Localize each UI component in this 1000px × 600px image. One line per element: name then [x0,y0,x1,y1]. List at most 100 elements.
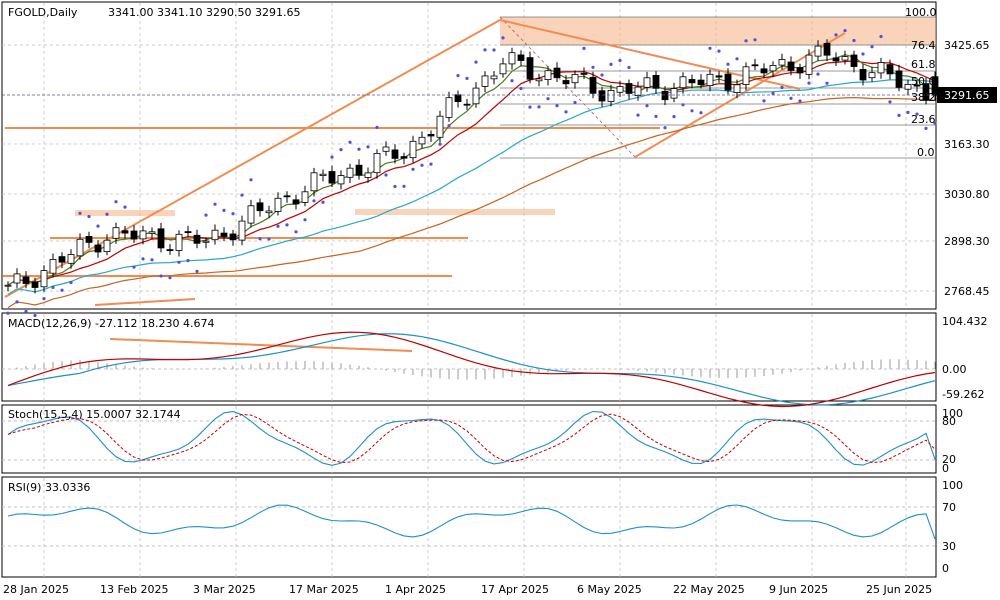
candle-body [481,75,489,87]
sar-dot [771,91,775,95]
sar-dot [807,81,811,85]
fib-label: 38.2 [911,91,936,104]
candle-body [688,79,696,84]
candle-body [454,94,462,103]
candle-body [922,83,930,101]
candle-body [913,84,921,87]
sar-dot [366,145,370,149]
sar-dot [159,274,163,278]
candle-body [472,87,480,105]
stoch-tick: 0 [942,462,949,475]
fib-zone-top [500,17,936,45]
sar-dot [249,178,253,182]
fibonacci-levels [499,16,936,159]
fib-label: 61.8 [911,58,936,71]
candle-body [823,42,831,56]
rsi-label: RSI(9) 33.0336 [8,481,90,494]
candle-body [76,238,84,257]
candle-body [67,254,75,264]
candle-body [130,230,138,240]
trend-line [109,338,413,352]
candle-body [859,69,867,81]
sar-dot [663,126,667,130]
candle-body [184,231,192,234]
sar-dot [213,202,217,206]
candle-body [256,202,264,212]
candle-body [40,270,48,288]
candle-body [742,66,750,85]
sar-dot [375,125,379,129]
sar-dot [438,142,442,146]
sar-dot [321,200,325,204]
candle-body [886,64,894,75]
sar-dot [195,269,199,273]
candle-body [787,61,795,71]
fib-diagonal [499,16,637,159]
rsi-panel [1,476,937,578]
candle-body [382,146,390,152]
sar-dot [915,112,919,116]
candle-body [400,156,408,159]
candle-body [202,240,210,243]
sar-dot [447,124,451,128]
fib-label: 0.0 [917,146,935,159]
macd-tick: -59.262 [942,388,984,401]
sar-dot [114,200,118,204]
candle-body [265,210,273,214]
sar-dot [285,223,289,227]
candle-body [346,167,354,178]
sar-dot [384,173,388,177]
candle-body [427,133,435,137]
candle-body [391,149,399,159]
sar-dot [222,208,226,212]
candle-body [139,230,147,240]
date-label: 3 Mar 2025 [193,583,256,596]
candle-body [535,78,543,82]
sar-dot [573,100,577,105]
candle-body [877,62,885,74]
candle-body [283,195,291,198]
candle-body [616,86,624,93]
sar-dot [501,36,505,40]
sar-dot [699,111,703,115]
date-label: 25 Jun 2025 [866,583,932,596]
sar-dot [33,313,37,318]
sar-dot [537,105,541,109]
candle-body [22,276,30,284]
sar-dot [186,259,190,263]
sar-dot [276,224,280,228]
candle-body [193,234,201,244]
candle-body [697,79,705,86]
sar-dot [906,110,910,114]
candle-body [544,70,552,80]
rsi-line [7,504,936,540]
sar-dot [609,62,613,66]
sar-dot [330,155,334,159]
price-tick: 3425.65 [944,39,990,52]
sar-dot [717,49,721,53]
candle-body [247,205,255,224]
candle-body [409,140,417,159]
candle-body [499,63,507,75]
sar-dot [528,105,532,109]
sar-dot [843,29,847,33]
sar-dot [933,121,937,125]
sar-dot [204,213,208,217]
sar-dot [852,38,856,43]
sar-dot [825,81,829,85]
sar-dot [798,99,802,103]
candle-body [751,64,759,67]
sar-dot [87,214,91,219]
candle-body [292,199,300,205]
sar-dot [645,104,649,108]
current-price-label: 3291.65 [944,89,990,102]
candle-body [679,76,687,89]
date-label: 6 May 2025 [577,583,642,596]
rsi-tick: 70 [942,501,956,514]
date-label: 1 Apr 2025 [385,583,446,596]
rsi-tick: 30 [942,540,956,553]
date-label: 28 Jan 2025 [3,583,69,596]
candle-body [643,77,651,88]
price-panel [1,1,937,310]
sar-dot [627,65,631,70]
